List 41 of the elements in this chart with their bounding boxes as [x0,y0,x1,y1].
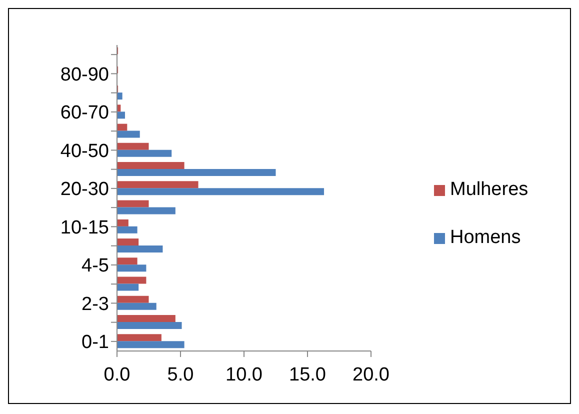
bar [117,315,176,322]
bar [117,246,163,253]
y-tick-label: 2-3 [82,294,109,315]
y-tick-label: 60-70 [60,102,109,124]
y-tick-label: 4-5 [82,256,109,277]
x-tick-label: 10.0 [226,364,262,386]
bar [117,334,162,342]
bar [117,130,140,138]
y-tick-label: 80-90 [60,64,109,86]
bar [117,207,176,214]
bar [117,284,139,291]
bar [117,92,122,100]
bar [117,181,198,188]
bar [117,188,324,196]
bar [117,124,128,131]
bar [117,162,184,170]
bar [117,142,149,150]
bar [117,276,146,284]
x-tick-label: 5.0 [167,364,194,386]
bar [117,238,139,246]
y-tick-label: 40-50 [60,140,109,162]
y-tick-label: 20-30 [60,179,109,200]
bar [117,200,149,208]
x-tick-label: 20.0 [352,364,390,386]
bar [117,226,138,234]
bar [117,302,156,310]
bar [117,264,146,272]
y-tick-label: 10-15 [60,217,109,238]
y-tick-label: 0-1 [82,332,109,354]
x-tick-label: 0.0 [104,364,130,386]
bar [117,219,128,226]
bar [117,150,172,157]
bar [117,341,184,348]
legend-label: Homens [450,227,521,249]
legend-label: Mulheres [450,179,528,201]
bar [117,258,138,265]
bar [117,169,276,176]
bar [117,296,149,303]
bar [117,112,125,119]
x-tick-label: 15.0 [289,364,326,386]
bar [117,322,182,330]
